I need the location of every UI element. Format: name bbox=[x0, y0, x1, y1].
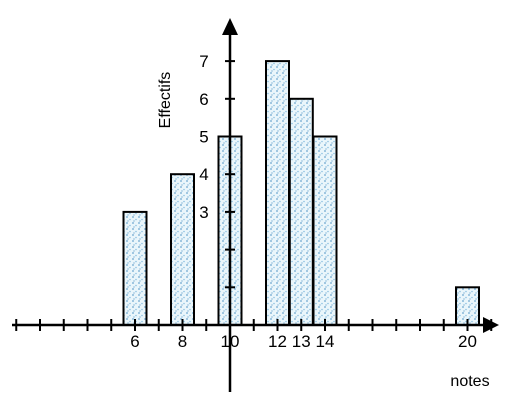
y-tick-label: 3 bbox=[199, 203, 208, 222]
x-tick-label: 20 bbox=[458, 332, 477, 351]
y-tick-label: 6 bbox=[199, 90, 208, 109]
y-tick-label: 7 bbox=[199, 52, 208, 71]
y-tick-label: 4 bbox=[199, 165, 208, 184]
y-ticks: 3 4 5 6 7 bbox=[199, 52, 235, 289]
bar-13 bbox=[288, 97, 314, 326]
bars-layer bbox=[122, 60, 480, 326]
x-axis-title: notes bbox=[450, 373, 489, 390]
bar-14 bbox=[312, 135, 338, 326]
x-tick-label: 13 bbox=[292, 332, 311, 351]
y-axis-title: Effectifs bbox=[157, 72, 174, 129]
x-ticks: 6 8 10 12 13 14 20 bbox=[15, 319, 493, 351]
bar-6 bbox=[122, 210, 148, 326]
bar-12 bbox=[265, 60, 290, 326]
x-tick-label: 6 bbox=[130, 332, 139, 351]
x-tick-label: 8 bbox=[178, 332, 187, 351]
y-tick-label: 5 bbox=[199, 128, 208, 147]
y-axis-arrow bbox=[222, 18, 238, 35]
bar-8 bbox=[170, 173, 195, 326]
x-tick-label: 12 bbox=[268, 332, 287, 351]
x-tick-label: 14 bbox=[316, 332, 335, 351]
